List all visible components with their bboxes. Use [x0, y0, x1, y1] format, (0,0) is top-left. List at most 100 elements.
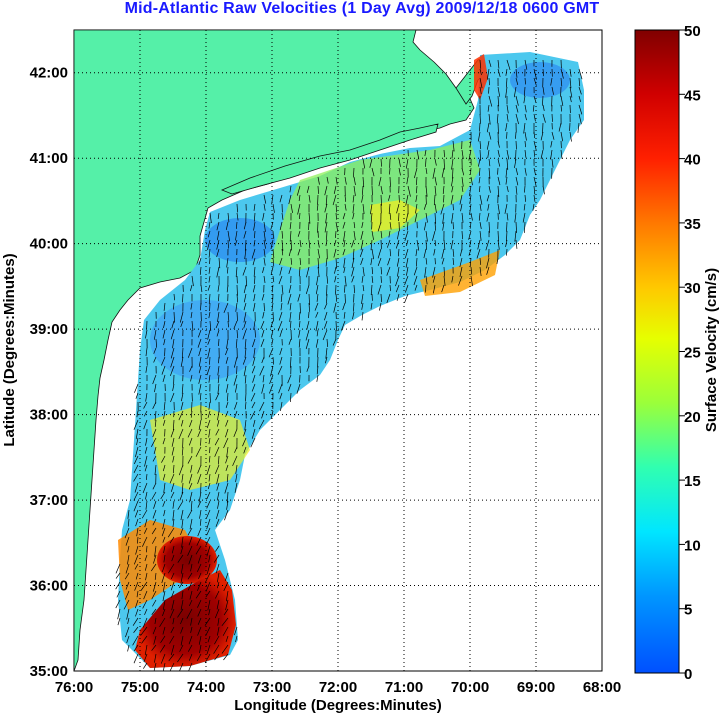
velocity-vector: [389, 221, 392, 230]
velocity-vector: [344, 194, 347, 202]
velocity-vector: [172, 518, 175, 528]
velocity-vector: [154, 464, 157, 475]
velocity-vector: [278, 275, 283, 285]
velocity-vector: [258, 419, 265, 430]
velocity-vector: [406, 266, 409, 276]
velocity-vector: [270, 329, 274, 338]
velocity-vector: [224, 509, 229, 521]
velocity-vector: [225, 464, 229, 471]
velocity-vector: [250, 410, 256, 420]
velocity-vector: [343, 257, 346, 268]
velocity-vector: [253, 347, 256, 358]
velocity-vector: [386, 293, 391, 304]
velocity-vector: [206, 644, 211, 655]
velocity-vector: [133, 626, 139, 633]
velocity-vector: [179, 491, 184, 501]
velocity-vector: [235, 473, 238, 483]
velocity-vector: [190, 617, 193, 626]
velocity-vector: [226, 257, 229, 268]
velocity-vector: [162, 518, 166, 530]
velocity-vector: [262, 374, 265, 383]
velocity-vector: [217, 365, 220, 376]
velocity-vector: [142, 599, 148, 609]
velocity-vector: [235, 338, 238, 348]
velocity-vector: [377, 257, 382, 266]
velocity-vector: [506, 158, 509, 170]
velocity-vector: [506, 230, 508, 242]
velocity-vector: [332, 338, 337, 346]
velocity-vector: [225, 374, 229, 382]
velocity-vector: [198, 572, 202, 580]
grid-lines: [74, 30, 602, 671]
velocity-vector: [405, 257, 409, 268]
velocity-vector: [317, 257, 320, 269]
velocity-vector: [515, 140, 517, 150]
velocity-vector: [424, 266, 427, 278]
velocity-vector: [180, 545, 184, 555]
velocity-vector: [317, 248, 320, 259]
velocity-vector: [134, 563, 139, 570]
velocity-vector: [236, 212, 239, 221]
velocity-band-yellow: [370, 200, 420, 232]
velocity-vector: [244, 401, 247, 410]
velocity-vector: [308, 212, 311, 224]
velocity-vector: [287, 374, 292, 384]
velocity-vector: [177, 608, 184, 618]
velocity-vector: [168, 653, 175, 662]
velocity-vector: [298, 320, 301, 328]
velocity-vector: [317, 266, 320, 277]
velocity-vector: [396, 293, 400, 301]
velocity-vector: [205, 581, 211, 592]
velocity-vector: [433, 194, 436, 206]
velocity-vector: [398, 167, 401, 176]
velocity-vector: [443, 266, 445, 277]
velocity-vector: [214, 437, 220, 446]
velocity-vector: [215, 590, 220, 599]
velocity-vector: [305, 329, 310, 341]
velocity-vector: [425, 239, 427, 250]
velocity-vector: [335, 203, 338, 213]
velocity-vector: [154, 617, 157, 625]
velocity-vector: [134, 509, 139, 518]
velocity-vector: [461, 230, 463, 240]
velocity-vector: [162, 608, 166, 617]
velocity-hotspot-north: [157, 536, 217, 584]
velocity-vector: [217, 617, 220, 626]
velocity-vector: [524, 167, 527, 176]
velocity-vector: [468, 230, 472, 240]
velocity-vector: [197, 617, 202, 625]
velocity-vector: [163, 410, 166, 419]
velocity-vector: [388, 203, 391, 214]
velocity-vector: [451, 185, 454, 193]
velocity-vector: [505, 77, 508, 88]
velocity-vector: [297, 293, 301, 302]
velocity-vector: [298, 266, 301, 277]
velocity-vector: [423, 221, 427, 231]
velocity-vector: [343, 239, 346, 247]
velocity-vector: [227, 266, 229, 274]
velocity-vector: [569, 131, 572, 142]
velocity-vector: [177, 554, 184, 563]
velocity-vector: [261, 293, 265, 301]
velocity-vector: [353, 221, 356, 229]
velocity-vector: [306, 266, 310, 278]
velocity-vector: [133, 473, 139, 482]
velocity-vector: [361, 221, 364, 229]
velocity-vector: [524, 131, 527, 141]
velocity-vector: [216, 329, 220, 337]
velocity-vector: [440, 203, 445, 215]
x-tick-label: 69:00: [517, 679, 555, 696]
velocity-vector: [416, 239, 420, 251]
velocity-vector: [143, 527, 148, 534]
velocity-vector: [215, 428, 220, 436]
velocity-vector: [187, 572, 193, 580]
velocity-vector: [226, 473, 229, 483]
velocity-vector: [181, 347, 184, 358]
velocity-vector: [289, 320, 292, 328]
velocity-vector: [405, 284, 409, 293]
velocity-vector: [216, 266, 220, 278]
velocity-vector: [134, 599, 139, 609]
velocity-vector: [178, 410, 184, 421]
x-tick-label: 75:00: [121, 679, 159, 696]
velocity-vector: [335, 230, 337, 238]
